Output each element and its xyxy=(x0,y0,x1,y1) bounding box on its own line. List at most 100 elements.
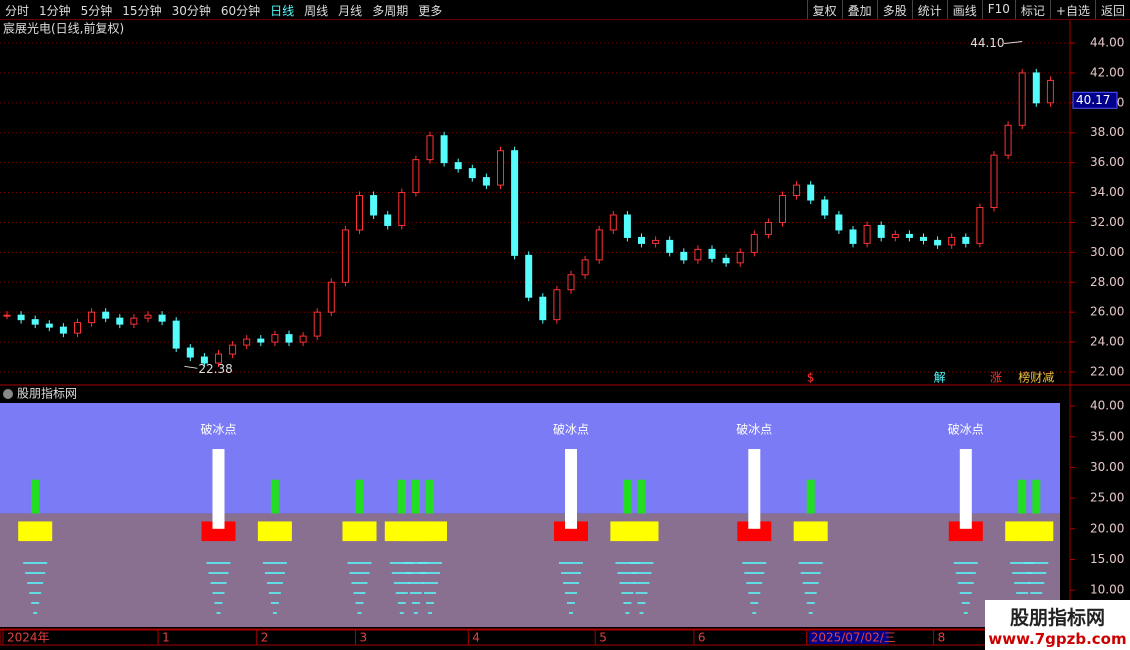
candle xyxy=(1046,79,1054,104)
y-tick-label: 26.00 xyxy=(1090,305,1124,319)
candle xyxy=(694,248,702,261)
candle xyxy=(877,224,885,238)
toolbar-item[interactable]: 15分钟 xyxy=(122,4,162,18)
toolbar-item[interactable]: 1分钟 xyxy=(39,4,71,18)
candle xyxy=(497,150,504,186)
y-tick-label: 32.00 xyxy=(1090,215,1124,229)
candle xyxy=(567,274,575,291)
signal-box xyxy=(948,521,983,542)
toolbar-item[interactable]: 复权 xyxy=(806,0,842,19)
candle xyxy=(779,195,786,223)
signal-box xyxy=(1019,521,1054,542)
candle xyxy=(229,344,237,355)
toolbar-item[interactable]: 日线 xyxy=(270,4,295,18)
candle xyxy=(412,159,420,194)
x-axis-bar xyxy=(0,629,1071,646)
candle xyxy=(736,251,744,264)
x-tick-label: 2024年 xyxy=(7,631,50,645)
y-tick-label: 34.00 xyxy=(1090,185,1124,199)
candle xyxy=(356,195,363,231)
candle xyxy=(666,239,674,253)
candle xyxy=(144,314,152,319)
candle xyxy=(17,314,25,321)
x-tick-label: 6 xyxy=(698,631,706,645)
toolbar-item[interactable]: 标记 xyxy=(1014,0,1050,19)
signal-box xyxy=(342,521,377,542)
candle xyxy=(45,323,53,328)
candle xyxy=(821,199,829,216)
candle xyxy=(652,239,660,244)
candle xyxy=(511,150,519,256)
candle xyxy=(764,221,772,235)
candle xyxy=(426,135,434,161)
toolbar-item[interactable]: F10 xyxy=(981,0,1015,19)
annotation: 破冰点 xyxy=(736,422,772,437)
toolbar-item[interactable]: +自选 xyxy=(1049,0,1095,19)
candle xyxy=(680,251,688,261)
y-tick-label: 10.00 xyxy=(1090,583,1124,597)
x-tick-label: 8 xyxy=(938,631,946,645)
y-tick-label: 44.00 xyxy=(1090,36,1124,50)
candle xyxy=(384,214,392,226)
signal-box xyxy=(18,521,53,542)
signal-box xyxy=(624,521,659,542)
toolbar-item[interactable]: 月线 xyxy=(338,4,363,18)
toolbar-item[interactable]: 30分钟 xyxy=(171,4,211,18)
panel-title: 股朋指标网 xyxy=(17,386,77,401)
candle xyxy=(116,317,124,325)
candle xyxy=(271,334,279,343)
candle xyxy=(454,162,462,170)
candle xyxy=(1004,124,1012,156)
toolbar-item[interactable]: 多周期 xyxy=(372,4,409,18)
green-bar xyxy=(637,479,646,514)
arrow xyxy=(1004,41,1023,45)
toolbar-item[interactable]: 叠加 xyxy=(841,0,877,19)
y-tick-label: 20.00 xyxy=(1090,521,1124,535)
candle xyxy=(88,311,96,324)
toolbar-item[interactable]: 5分钟 xyxy=(80,4,113,18)
annotation: 破冰点 xyxy=(553,422,589,437)
candle xyxy=(905,233,913,238)
toolbar-item[interactable]: 分时 xyxy=(5,4,30,18)
candle xyxy=(215,353,222,364)
candle xyxy=(158,314,166,322)
candle xyxy=(976,207,984,244)
candle xyxy=(200,356,208,364)
y-tick-label: 28.00 xyxy=(1090,275,1124,289)
candle xyxy=(3,314,11,317)
x-tick-label: 4 xyxy=(472,631,480,645)
green-bar xyxy=(355,479,364,514)
y-tick-label: 38.00 xyxy=(1090,125,1124,139)
toolbar-item[interactable]: 统计 xyxy=(911,0,947,19)
candle xyxy=(398,192,406,226)
toolbar-item[interactable]: 60分钟 xyxy=(220,4,261,18)
toolbar-item[interactable]: 画线 xyxy=(946,0,982,19)
candle xyxy=(102,311,110,319)
candle xyxy=(934,239,942,246)
candle xyxy=(835,214,843,231)
candle xyxy=(440,135,448,164)
candle xyxy=(243,338,251,346)
candle xyxy=(595,229,603,261)
candle xyxy=(539,296,547,321)
toolbar-item[interactable]: 返回 xyxy=(1094,0,1130,19)
y-tick-label: 24.00 xyxy=(1090,335,1124,349)
candle xyxy=(722,257,730,264)
toolbar: 分时 1分钟 5分钟 15分钟 30分钟 60分钟 日线 周线 月线 多周期 更多 复权 叠加 多股 统计画… xyxy=(0,0,1130,20)
toolbar-item[interactable]: 更多 xyxy=(418,4,443,18)
candle xyxy=(750,233,758,253)
y-tick-label: 30.00 xyxy=(1090,460,1124,474)
candle xyxy=(807,184,815,201)
candle xyxy=(186,347,194,358)
candle xyxy=(1018,72,1026,126)
candle xyxy=(962,236,970,244)
event-marker: 解 xyxy=(934,371,946,385)
toolbar-item[interactable]: 多股 xyxy=(876,0,912,19)
toolbar-item[interactable]: 周线 xyxy=(304,4,329,18)
candle xyxy=(327,281,335,313)
event-marker: 涨 xyxy=(990,370,1002,385)
y-tick-label: 15.00 xyxy=(1090,552,1124,566)
watermark-name: 股朋指标网 xyxy=(1009,607,1105,629)
candle xyxy=(31,319,39,325)
